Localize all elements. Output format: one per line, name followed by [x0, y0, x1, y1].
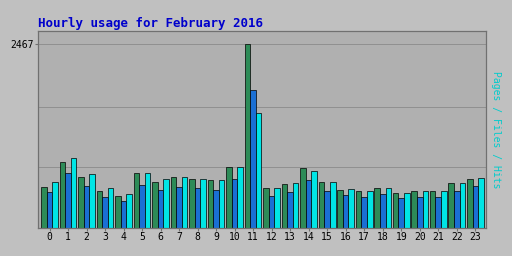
Bar	[158, 190, 163, 228]
Bar	[356, 191, 361, 228]
Text: Hourly usage for February 2016: Hourly usage for February 2016	[38, 17, 263, 29]
Bar	[208, 180, 214, 228]
Bar	[97, 191, 102, 228]
Bar	[71, 158, 76, 228]
Bar	[393, 193, 398, 228]
Bar	[232, 179, 238, 228]
Bar	[115, 196, 121, 228]
Bar	[65, 173, 71, 228]
Bar	[441, 191, 446, 228]
Bar	[282, 184, 287, 228]
Bar	[325, 191, 330, 228]
Bar	[263, 188, 269, 228]
Bar	[250, 90, 256, 228]
Bar	[269, 196, 274, 228]
Bar	[171, 177, 176, 228]
Bar	[430, 191, 436, 228]
Bar	[126, 194, 132, 228]
Bar	[330, 182, 335, 228]
Bar	[274, 188, 280, 228]
Bar	[176, 187, 182, 228]
Bar	[311, 170, 317, 228]
Bar	[386, 188, 391, 228]
Bar	[301, 168, 306, 228]
Bar	[121, 201, 126, 228]
Bar	[108, 188, 113, 228]
Bar	[422, 191, 428, 228]
Bar	[195, 188, 200, 228]
Bar	[306, 180, 311, 228]
Bar	[367, 191, 373, 228]
Bar	[454, 191, 460, 228]
Bar	[460, 183, 465, 228]
Bar	[47, 192, 52, 228]
Bar	[436, 197, 441, 228]
Bar	[102, 197, 108, 228]
Bar	[337, 190, 343, 228]
Bar	[473, 186, 478, 228]
Bar	[200, 179, 206, 228]
Bar	[52, 182, 58, 228]
Bar	[134, 173, 139, 228]
Bar	[145, 173, 151, 228]
Bar	[219, 180, 224, 228]
Bar	[380, 194, 386, 228]
Bar	[60, 162, 65, 228]
Bar	[293, 183, 298, 228]
Bar	[412, 191, 417, 228]
Bar	[398, 198, 404, 228]
Bar	[163, 179, 169, 228]
Bar	[449, 183, 454, 228]
Bar	[41, 187, 47, 228]
Bar	[139, 185, 145, 228]
Bar	[226, 167, 232, 228]
Bar	[152, 182, 158, 228]
Bar	[374, 188, 380, 228]
Bar	[189, 179, 195, 228]
Bar	[478, 178, 484, 228]
Bar	[361, 197, 367, 228]
Bar	[182, 177, 187, 228]
Bar	[287, 192, 293, 228]
Bar	[349, 189, 354, 228]
Bar	[319, 183, 325, 228]
Bar	[89, 174, 95, 228]
Bar	[245, 44, 250, 228]
Bar	[238, 167, 243, 228]
Bar	[417, 197, 422, 228]
Bar	[84, 186, 89, 228]
Bar	[343, 195, 349, 228]
Bar	[404, 193, 410, 228]
Bar	[78, 177, 84, 228]
Bar	[256, 113, 262, 228]
Bar	[467, 179, 473, 228]
Y-axis label: Pages / Files / Hits: Pages / Files / Hits	[490, 71, 501, 188]
Bar	[214, 190, 219, 228]
